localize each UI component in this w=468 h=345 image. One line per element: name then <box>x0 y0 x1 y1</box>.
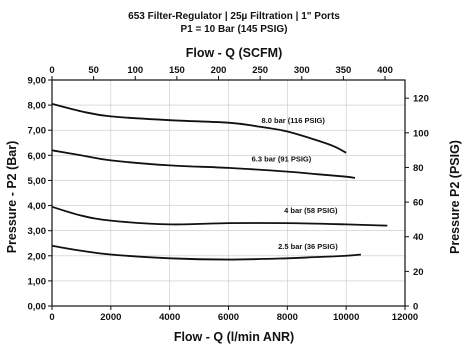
x2-tick-label: 250 <box>252 65 268 76</box>
axis-ticks: 0 2000 4000 6000 8000 10000 120000,001,002,003… <box>28 65 429 323</box>
x2-tick-label: 50 <box>88 65 99 76</box>
y-tick-label: 6,00 <box>28 151 47 162</box>
y-axis-title: Pressure - P2 (Bar) <box>5 141 19 254</box>
series-label: 8.0 bar (116 PSIG) <box>262 116 326 125</box>
series-line <box>51 102 347 154</box>
y2-axis-title: Pressure P2 (PSIG) <box>448 140 462 254</box>
x-tick-label: 2000 <box>100 312 121 323</box>
chart-title-line-1: 653 Filter-Regulator | 25µ Filtration | … <box>128 11 340 22</box>
x2-tick-label: 0 <box>49 65 54 76</box>
y-tick-label: 2,00 <box>28 251 47 262</box>
y2-tick-label: 0 <box>413 302 418 313</box>
y2-tick-label: 40 <box>413 232 424 243</box>
x2-tick-label: 100 <box>127 65 143 76</box>
x-tick-label: 8000 <box>277 312 298 323</box>
series-line <box>51 244 361 261</box>
x2-tick-label: 300 <box>294 65 310 76</box>
y2-tick-label: 20 <box>413 267 424 278</box>
y-tick-label: 9,00 <box>28 76 47 87</box>
plot-frame <box>51 79 406 307</box>
x2-tick-label: 350 <box>335 65 351 76</box>
grid <box>51 79 406 307</box>
x-tick-label: 4000 <box>159 312 180 323</box>
x-tick-label: 12000 <box>392 312 418 323</box>
series-label: 6.3 bar (91 PSIG) <box>252 155 312 164</box>
series-group: 8.0 bar (116 PSIG) 6.3 bar (91 PSIG) 4 bar… <box>51 102 388 261</box>
y2-tick-label: 100 <box>413 128 429 139</box>
x-tick-label: 10000 <box>333 312 359 323</box>
x2-tick-label: 200 <box>211 65 227 76</box>
chart-title-line-2: P1 = 10 Bar (145 PSIG) <box>180 24 287 35</box>
y-tick-label: 4,00 <box>28 201 47 212</box>
series-label: 4 bar (58 PSIG) <box>284 206 338 215</box>
y-tick-label: 0,00 <box>28 302 47 313</box>
x2-axis-title: Flow - Q (SCFM) <box>186 46 283 60</box>
y-tick-label: 1,00 <box>28 276 47 287</box>
y2-tick-label: 80 <box>413 163 424 174</box>
y-tick-label: 5,00 <box>28 176 47 187</box>
series-line <box>51 149 356 179</box>
y-tick-label: 3,00 <box>28 226 47 237</box>
x-axis-title: Flow - Q (l/min ANR) <box>174 330 294 344</box>
y-tick-label: 8,00 <box>28 101 47 112</box>
x-tick-label: 0 <box>49 312 54 323</box>
series-line <box>51 205 388 227</box>
x-tick-label: 6000 <box>218 312 239 323</box>
x2-tick-label: 400 <box>377 65 393 76</box>
y-tick-label: 7,00 <box>28 126 47 137</box>
y2-tick-label: 60 <box>413 198 424 209</box>
y2-tick-label: 120 <box>413 94 429 105</box>
series-label: 2.5 bar (36 PSIG) <box>278 242 338 251</box>
x2-tick-label: 150 <box>169 65 185 76</box>
